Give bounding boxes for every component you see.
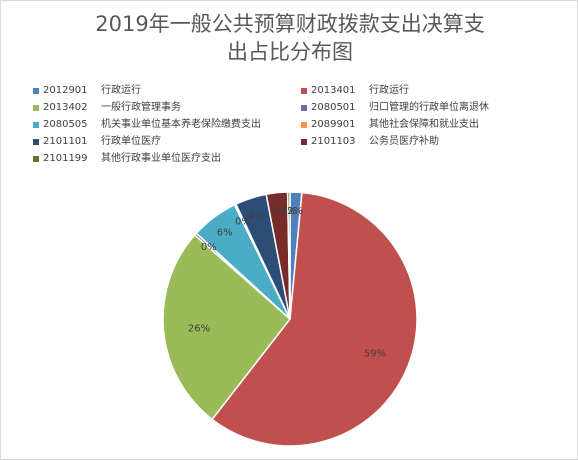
data-label-2080501: 0% <box>201 242 217 253</box>
legend-swatch <box>301 139 307 145</box>
legend-swatch <box>33 105 39 111</box>
data-label-2013402: 26% <box>188 324 210 335</box>
legend-label: 归口管理的行政单位离退休 <box>369 102 489 113</box>
legend-label: 一般行政管理事务 <box>101 102 181 113</box>
legend-swatch <box>301 88 307 94</box>
chart-title-line-1: 2019年一般公共预算财政拨款支出决算支 <box>95 12 485 36</box>
legend-swatch <box>33 122 39 128</box>
legend-swatch <box>301 122 307 128</box>
legend-code: 2101101 <box>43 136 88 147</box>
legend-label: 其他社会保障和就业支出 <box>369 119 479 130</box>
data-label-2101101: 4% <box>248 211 264 222</box>
legend-code: 2101199 <box>43 153 88 164</box>
legend-label: 行政运行 <box>369 85 409 96</box>
legend-code: 2013402 <box>43 102 88 113</box>
legend-label: 行政运行 <box>101 85 141 96</box>
data-label-2013401: 59% <box>364 349 386 360</box>
legend-label: 机关事业单位基本养老保险缴费支出 <box>101 119 261 130</box>
legend-code: 2089901 <box>311 119 356 130</box>
data-label-2101103: 3% <box>271 206 287 217</box>
legend-code: 2080505 <box>43 119 88 130</box>
chart-title-line-2: 出占比分布图 <box>227 40 353 64</box>
legend-swatch <box>301 105 307 111</box>
data-label-2012901: 2% <box>287 206 303 217</box>
legend: 2012901 行政运行 2013401 行政运行 2013402 一般行政管理事务 208… <box>1 1 578 171</box>
data-label-2080505: 6% <box>217 228 233 239</box>
pie-slice-2013401 <box>211 191 418 447</box>
legend-code: 2013401 <box>311 85 356 96</box>
legend-label: 行政单位医疗 <box>101 136 161 147</box>
legend-swatch <box>33 139 39 145</box>
legend-code: 2012901 <box>43 85 88 96</box>
pie-slice-2101199 <box>286 191 291 320</box>
pie-slice-2013402 <box>162 233 292 421</box>
legend-code: 2101103 <box>311 136 356 147</box>
legend-label: 公务员医疗补助 <box>369 136 439 147</box>
legend-swatch <box>33 88 39 94</box>
legend-code: 2080501 <box>311 102 356 113</box>
data-label-2101199: 0% <box>281 206 297 217</box>
legend-swatch <box>33 156 39 162</box>
legend-label: 其他行政事业单位医疗支出 <box>101 153 221 164</box>
data-label-2089901: 0% <box>235 217 251 228</box>
